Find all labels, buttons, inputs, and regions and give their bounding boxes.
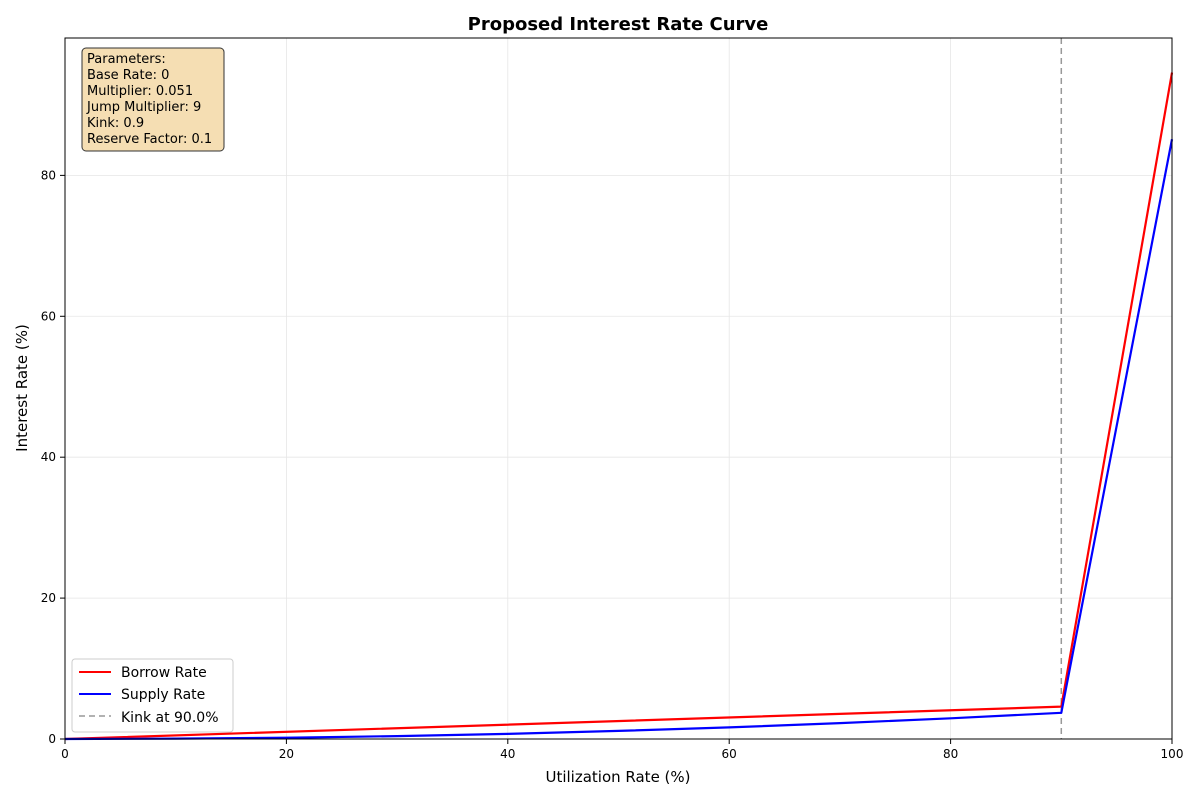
x-tick-label: 60 bbox=[722, 747, 737, 761]
param-line: Multiplier: 0.051 bbox=[87, 84, 193, 99]
legend-frame bbox=[71, 658, 234, 733]
x-tick-label: 100 bbox=[1161, 747, 1184, 761]
y-tick-label: 20 bbox=[41, 591, 56, 605]
y-tick-label: 60 bbox=[41, 309, 56, 323]
param-line: Reserve Factor: 0.1 bbox=[87, 132, 212, 147]
borrow-rate-line bbox=[64, 72, 1174, 741]
param-line: Jump Multiplier: 9 bbox=[86, 100, 201, 115]
param-line: Kink: 0.9 bbox=[87, 116, 144, 131]
legend-label-borrow: Borrow Rate bbox=[121, 665, 207, 681]
x-axis-label: Utilization Rate (%) bbox=[545, 768, 690, 786]
parameters-box bbox=[81, 47, 225, 152]
x-tick-label: 40 bbox=[500, 747, 515, 761]
y-axis-label: Interest Rate (%) bbox=[13, 324, 31, 452]
legend-label-kink: Kink at 90.0% bbox=[121, 710, 219, 726]
grid bbox=[64, 38, 1173, 740]
y-tick-label: 80 bbox=[41, 168, 56, 182]
param-line: Base Rate: 0 bbox=[87, 68, 169, 83]
y-tick-label: 0 bbox=[48, 732, 56, 746]
x-tick-label: 20 bbox=[279, 747, 294, 761]
x-tick-label: 0 bbox=[61, 747, 69, 761]
param-line: Parameters: bbox=[87, 52, 166, 67]
chart-title: Proposed Interest Rate Curve bbox=[468, 14, 769, 35]
series-lines bbox=[64, 72, 1174, 741]
supply-rate-line bbox=[64, 139, 1174, 741]
y-tick-label: 40 bbox=[41, 450, 56, 464]
parameters-annotation: Parameters: Base Rate: 0 Multiplier: 0.0… bbox=[81, 47, 225, 152]
x-tick-label: 80 bbox=[943, 747, 958, 761]
legend: Borrow Rate Supply Rate Kink at 90.0% bbox=[71, 658, 234, 733]
axis-ticks: 0 20 40 60 80 100 0 20 40 60 80 bbox=[41, 168, 1184, 761]
plot-frame bbox=[64, 37, 1173, 740]
legend-label-supply: Supply Rate bbox=[121, 687, 205, 703]
